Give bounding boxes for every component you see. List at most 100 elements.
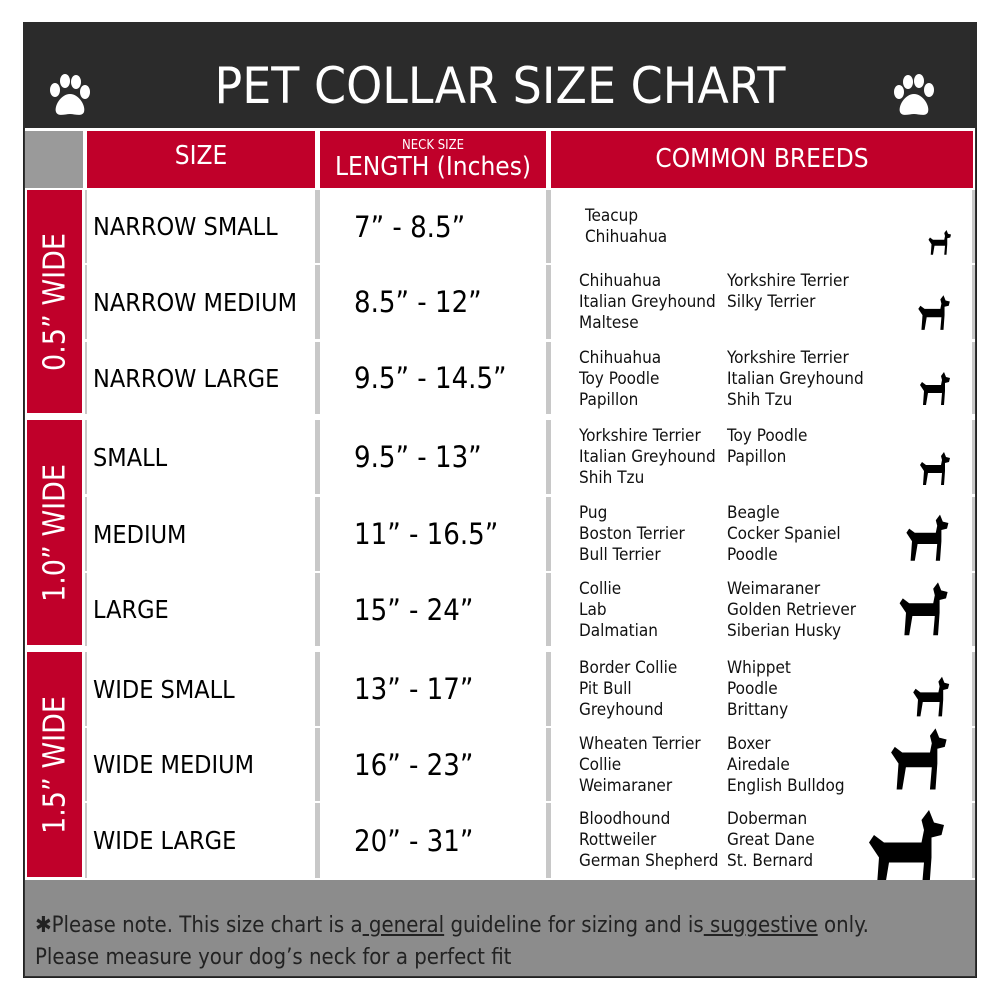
breed: Bloodhound [579,809,671,829]
breeds-col-1: Yorkshire Terrier Italian Greyhound Shih T… [579,426,716,489]
length-cell: 11” - 16.5” [320,497,546,571]
breeds-col-1: Pug Boston Terrier Bull Terrier [579,503,685,566]
table-row: LARGE 15” - 24” Collie Lab Dalmatian Weimar… [85,573,975,646]
breed: Wheaten Terrier [579,734,701,754]
table-row: WIDE SMALL 13” - 17” Border Collie Pit Bu… [85,652,975,726]
dog-silhouette-icon [913,676,950,717]
breeds-col-2: Yorkshire Terrier Silky Terrier [727,271,849,313]
footer-line-1: ✱Please note. This size chart is a gener… [35,910,965,942]
breed: Pug [579,503,608,523]
breeds-cell: Pug Boston Terrier Bull Terrier Beagle Cocke… [551,497,972,571]
breed: Weimaraner [727,579,821,599]
breed: English Bulldog [727,776,845,796]
breeds-cell: Wheaten Terrier Collie Weimaraner Boxer Aire… [551,728,972,801]
breed: Shih Tzu [579,468,645,488]
footer-text: guideline for sizing and is [444,913,704,938]
group-label-text: 1.5” WIDE [37,695,72,834]
dog-silhouette-icon [891,728,947,790]
breeds-col-2: Yorkshire Terrier Italian Greyhound Shih T… [727,348,864,411]
length-cell: 9.5” - 13” [320,420,546,494]
breed: Poodle [727,679,778,699]
breed: Yorkshire Terrier [579,426,701,446]
breed: Dalmatian [579,621,658,641]
header-length-main: LENGTH (Inches) [334,152,532,182]
paw-icon [50,74,90,115]
breed: Siberian Husky [727,621,842,641]
breed: Chihuahua [579,271,662,291]
breed: Papillon [579,390,639,410]
breeds-col-1: Bloodhound Rottweiler German Shepherd [579,809,718,872]
table-row: MEDIUM 11” - 16.5” Pug Boston Terrier Bull… [85,497,975,571]
size-cell: WIDE LARGE [87,803,315,878]
breeds-col-2: Beagle Cocker Spaniel Poodle [727,503,841,566]
length-cell: 13” - 17” [320,652,546,726]
footer-suggestive: suggestive [703,913,818,938]
breed: Chihuahua [585,227,668,247]
breeds-cell: Yorkshire Terrier Italian Greyhound Shih T… [551,420,972,494]
breeds-col-1: Chihuahua Toy Poodle Papillon [579,348,661,411]
size-cell: NARROW MEDIUM [87,265,315,339]
header-size: SIZE [87,131,315,188]
length-cell: 15” - 24” [320,573,546,646]
breed: Collie [579,755,622,775]
breeds-col-1: Chihuahua Italian Greyhound Maltese [579,271,716,334]
breed: Poodle [727,545,778,565]
breed: Italian Greyhound [727,369,864,389]
breed: Boxer [727,734,771,754]
length-cell: 20” - 31” [320,803,546,878]
breeds-col-1: Border Collie Pit Bull Greyhound [579,658,677,721]
length-cell: 8.5” - 12” [320,265,546,339]
breeds-cell: Chihuahua Italian Greyhound Maltese Yorkshi… [551,265,972,339]
page-title: PET COLLAR SIZE CHART [214,57,786,115]
length-cell: 7” - 8.5” [320,190,546,263]
breed: Papillon [727,447,787,467]
size-cell: SMALL [87,420,315,494]
breed: Bull Terrier [579,545,661,565]
breed: Rottweiler [579,830,657,850]
corner-cell [25,131,83,188]
breed: Italian Greyhound [579,292,716,312]
footer-text: only. [817,913,869,938]
breeds-cell: Bloodhound Rottweiler German Shepherd Dober… [551,803,972,893]
table-row: NARROW SMALL 7” - 8.5” Teacup Chihuahua [85,190,975,263]
dog-silhouette-icon [899,582,948,636]
size-cell: NARROW LARGE [87,342,315,414]
length-cell: 16” - 23” [320,728,546,801]
group-label: 1.0” WIDE [27,420,82,645]
breeds-cell: Collie Lab Dalmatian Weimaraner Golden Retri… [551,573,972,646]
size-cell: WIDE MEDIUM [87,728,315,801]
length-cell: 9.5” - 14.5” [320,342,546,414]
breeds-cell: Chihuahua Toy Poodle Papillon Yorkshire Ter… [551,342,972,414]
header-length: NECK SIZE LENGTH (Inches) [320,131,546,188]
breed: Yorkshire Terrier [727,271,849,291]
breed: Shih Tzu [727,390,793,410]
breeds-col-2: Whippet Poodle Brittany [727,658,791,721]
breeds-col-1: Teacup Chihuahua [585,206,667,248]
breed: Silky Terrier [727,292,816,312]
header-breeds: COMMON BREEDS [551,131,973,188]
dog-silhouette-icon [928,230,951,255]
breed: Whippet [727,658,791,678]
breed: Toy Poodle [579,369,660,389]
size-cell: LARGE [87,573,315,646]
breeds-col-1: Collie Lab Dalmatian [579,579,658,642]
breed: Chihuahua [579,348,662,368]
group-label-text: 0.5” WIDE [37,232,72,371]
breeds-cell: Teacup Chihuahua [551,190,972,263]
breed: Teacup [585,206,639,226]
breed: Airedale [727,755,790,775]
dog-silhouette-icon [920,452,950,485]
breed: Lab [579,600,607,620]
breed: Pit Bull [579,679,632,699]
group-label-text: 1.0” WIDE [37,463,72,602]
breed: Italian Greyhound [579,447,716,467]
breed: Golden Retriever [727,600,857,620]
footer-general: general [362,913,445,938]
breed: Greyhound [579,700,664,720]
breed: Doberman [727,809,808,829]
breed: German Shepherd [579,851,719,871]
dog-silhouette-icon [920,372,950,405]
group-label: 1.5” WIDE [27,652,82,877]
breed: Brittany [727,700,789,720]
breed: Collie [579,579,622,599]
